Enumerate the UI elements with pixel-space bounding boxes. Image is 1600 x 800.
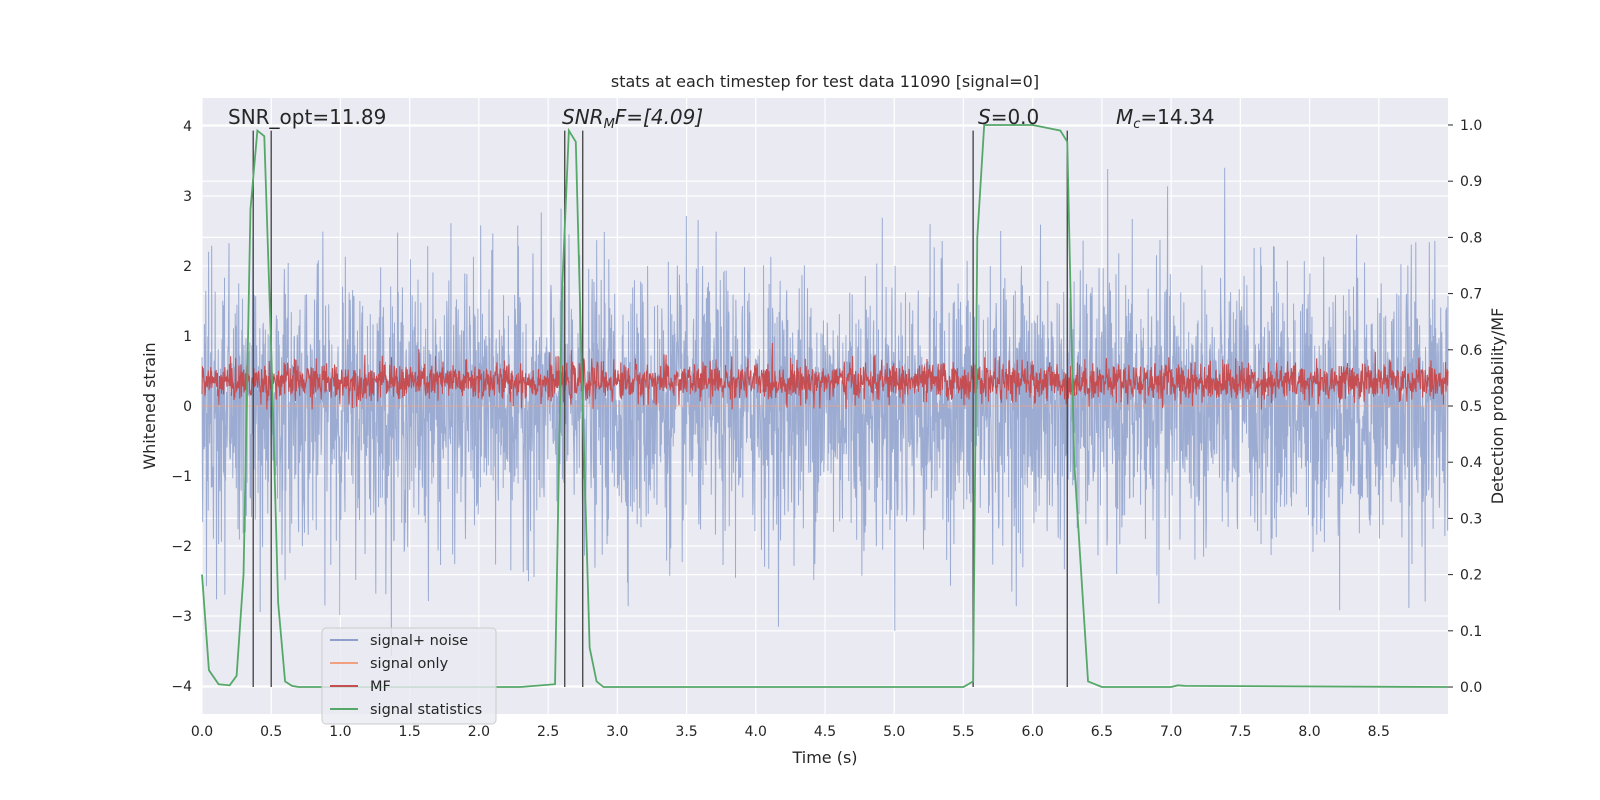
mf-line [201, 342, 1449, 410]
x-tick-label: 0.0 [191, 724, 213, 740]
legend-label: signal only [370, 656, 449, 672]
y-axis-label-left: Whitened strain [140, 342, 159, 469]
x-tick-label: 1.5 [399, 724, 421, 740]
y-ticks-left: −4 −3 −2 −1 0 1 2 3 4 [171, 119, 192, 695]
x-tick-label: 8.5 [1368, 724, 1390, 740]
chart-title: stats at each timestep for test data 110… [611, 72, 1039, 91]
mf-series [201, 342, 1449, 410]
x-tick-label: 1.0 [329, 724, 351, 740]
x-tick-label: 2.5 [537, 724, 559, 740]
y-tick-label-right: 0.3 [1460, 511, 1482, 527]
y-tick-label-left: 1 [183, 329, 192, 345]
y-tick-label-left: −1 [171, 469, 192, 485]
annotation-snr-mf: SNRMF=[4.09] [562, 105, 703, 132]
y-tick-label-right: 0.7 [1460, 287, 1482, 303]
legend: signal+ noise signal only MF signal statist… [321, 627, 497, 725]
x-tick-label: 6.5 [1091, 724, 1113, 740]
signal-statistics-series [201, 124, 1449, 688]
legend-label: MF [370, 679, 391, 695]
legend-box [321, 627, 497, 725]
y-tick-label-left: 0 [183, 399, 192, 415]
x-ticks: 0.0 0.5 1.0 1.5 2.0 2.5 3.0 3.5 4.0 4.5 5.0 5.5 6.0 6… [191, 724, 1390, 740]
x-tick-label: 7.5 [1229, 724, 1251, 740]
x-tick-label: 8.0 [1298, 724, 1320, 740]
legend-label: signal+ noise [370, 633, 468, 649]
annotation-s: S=0.0 [978, 105, 1039, 129]
y-tick-label-right: 1.0 [1460, 118, 1482, 134]
y-tick-label-right: 0.5 [1460, 399, 1482, 415]
y-tick-label-right: 0.2 [1460, 568, 1482, 584]
x-axis-label: Time (s) [791, 748, 857, 767]
x-tick-label: 7.0 [1160, 724, 1182, 740]
y-tick-label-right: 0.8 [1460, 230, 1482, 246]
y-tick-label-left: −2 [171, 539, 192, 555]
x-tick-label: 3.5 [675, 724, 697, 740]
x-tick-label: 0.5 [260, 724, 282, 740]
x-tick-label: 5.0 [883, 724, 905, 740]
y-ticks-right: 0.0 0.1 0.2 0.3 0.4 0.5 0.6 0.7 0.8 0.9 1.0 [1448, 118, 1482, 696]
x-tick-label: 5.5 [952, 724, 974, 740]
y-axis-label-right: Detection probability/MF [1488, 308, 1507, 505]
y-tick-label-left: 2 [183, 259, 192, 275]
y-tick-label-right: 0.9 [1460, 174, 1482, 190]
x-tick-label: 4.5 [814, 724, 836, 740]
y-tick-label-right: 0.6 [1460, 343, 1482, 359]
y-tick-label-left: 3 [183, 189, 192, 205]
x-tick-label: 4.0 [745, 724, 767, 740]
annotation-mc: Mc=14.34 [1116, 105, 1214, 132]
y-tick-label-right: 0.0 [1460, 680, 1482, 696]
y-tick-label-left: 4 [183, 119, 192, 135]
annotation-snr-opt: SNR_opt=11.89 [228, 105, 386, 129]
signal-statistics-line [201, 124, 1449, 688]
x-tick-label: 2.0 [468, 724, 490, 740]
legend-label: signal statistics [370, 702, 482, 718]
x-tick-label: 3.0 [606, 724, 628, 740]
y-tick-label-left: −4 [171, 679, 192, 695]
y-tick-label-left: −3 [171, 609, 192, 625]
x-tick-label: 6.0 [1022, 724, 1044, 740]
y-tick-label-right: 0.1 [1460, 624, 1482, 640]
y-tick-label-right: 0.4 [1460, 455, 1482, 471]
